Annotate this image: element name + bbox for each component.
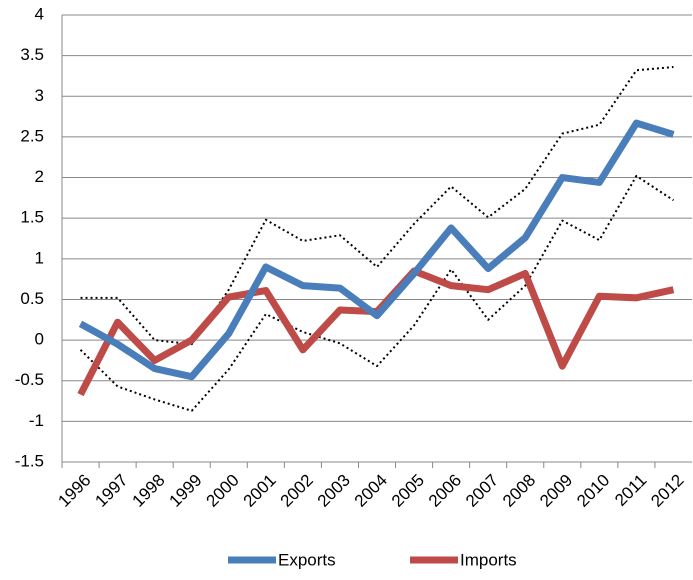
x-tick-label: 2001 <box>240 471 280 511</box>
x-tick-label: 2012 <box>647 471 687 511</box>
x-tick-label: 2007 <box>462 471 502 511</box>
series-line <box>77 267 675 397</box>
y-tick-label: 2 <box>35 167 44 186</box>
band-line <box>79 174 675 412</box>
x-tick-label: 2002 <box>277 471 317 511</box>
y-tick-label: -0.5 <box>15 370 44 389</box>
x-tick-label: 2005 <box>388 471 428 511</box>
y-tick-label: -1 <box>29 411 44 430</box>
x-tick-label: 2000 <box>203 471 243 511</box>
x-tick-label: 2008 <box>499 471 539 511</box>
x-tick-label: 1998 <box>128 471 168 511</box>
legend-label: Exports <box>278 550 336 569</box>
y-tick-label: 0.5 <box>20 289 44 308</box>
legend-label: Imports <box>460 550 517 569</box>
x-tick-label: 2011 <box>611 471 650 510</box>
band-line <box>80 66 674 346</box>
x-tick-label: 2006 <box>425 471 465 511</box>
y-tick-label: -1.5 <box>15 451 44 470</box>
x-tick-label: 2003 <box>314 471 354 511</box>
x-tick-label: 1997 <box>91 471 131 511</box>
y-tick-label: 0 <box>35 330 44 349</box>
y-tick-label: 3.5 <box>20 45 44 64</box>
y-tick-label: 1.5 <box>20 208 44 227</box>
y-tick-label: 3 <box>35 86 44 105</box>
y-tick-label: 4 <box>35 4 44 23</box>
x-tick-label: 2010 <box>573 471 613 511</box>
x-tick-label: 1999 <box>166 471 206 511</box>
y-tick-label: 2.5 <box>20 126 44 145</box>
x-tick-label: 2004 <box>351 471 391 511</box>
x-tick-label: 1996 <box>54 471 94 511</box>
series-line <box>78 119 675 381</box>
x-tick-label: 2009 <box>536 471 576 511</box>
y-tick-label: 1 <box>35 248 44 267</box>
